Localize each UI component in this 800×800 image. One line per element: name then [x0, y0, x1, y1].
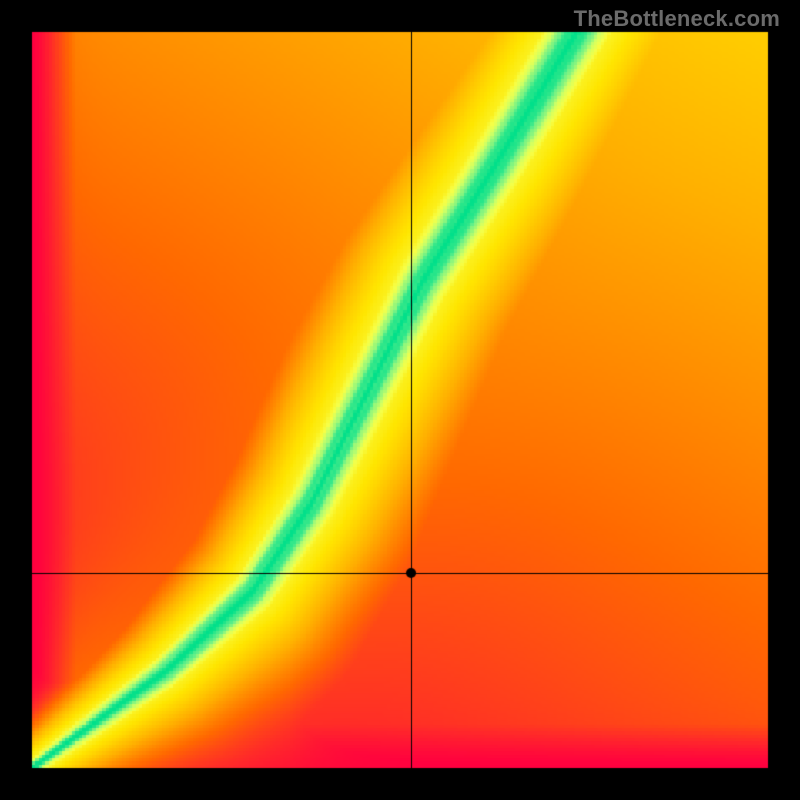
- bottleneck-heatmap: [0, 0, 800, 800]
- watermark-text: TheBottleneck.com: [574, 6, 780, 32]
